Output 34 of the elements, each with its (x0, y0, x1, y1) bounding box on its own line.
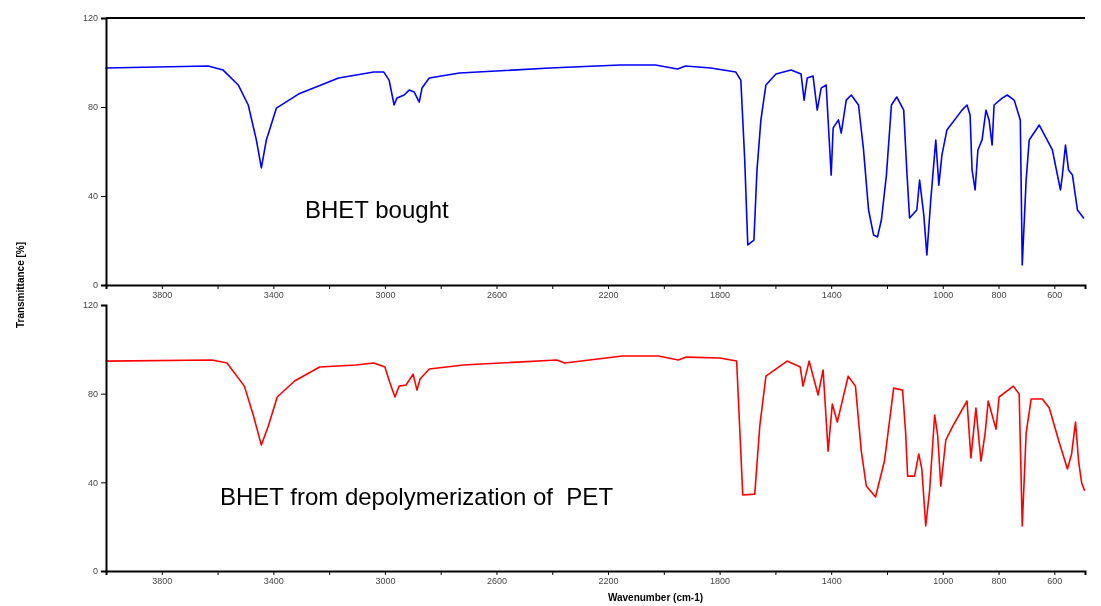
x-tick-label: 3000 (375, 576, 396, 587)
y-axis-title: Transmittance [%] (15, 241, 26, 329)
x-tick-label: 1800 (710, 576, 731, 587)
x-tick-label: 2600 (486, 576, 507, 587)
y-tick-label: 40 (87, 191, 98, 202)
x-tick-label: 1800 (710, 290, 731, 301)
x-tick-label: 3800 (152, 576, 173, 587)
y-tick-label: 0 (92, 280, 98, 291)
x-tick-label: 600 (1047, 576, 1063, 587)
x-tick-label: 800 (991, 576, 1007, 587)
y-tick-label: 40 (87, 477, 98, 488)
line-series (105, 355, 1086, 527)
x-tick-label: 2600 (486, 290, 507, 301)
x-tick-label: 3400 (263, 290, 284, 301)
y-tick-label: 120 (82, 300, 98, 311)
x-tick-label: 1400 (821, 576, 842, 587)
x-tick-label: 600 (1047, 290, 1063, 301)
annotation: BHET bought (305, 196, 449, 224)
annotation: BHET from depolymerization of PET (220, 482, 614, 510)
x-tick-label: 800 (991, 290, 1007, 301)
x-tick-label: 3800 (152, 290, 173, 301)
x-tick-label: 1400 (821, 290, 842, 301)
y-tick-label: 120 (82, 13, 98, 24)
y-tick-label: 80 (87, 102, 98, 113)
y-tick-label: 0 (92, 566, 98, 577)
x-tick-label: 1000 (933, 290, 954, 301)
x-tick-label: 1000 (933, 576, 954, 587)
x-tick-label: 2200 (598, 576, 619, 587)
y-tick-label: 80 (87, 389, 98, 400)
x-tick-label: 3000 (375, 290, 396, 301)
x-tick-label: 2200 (598, 290, 619, 301)
x-axis-title: Wavenumber (cm-1) (607, 592, 704, 603)
x-tick-label: 3400 (263, 576, 284, 587)
line-series (105, 64, 1085, 266)
